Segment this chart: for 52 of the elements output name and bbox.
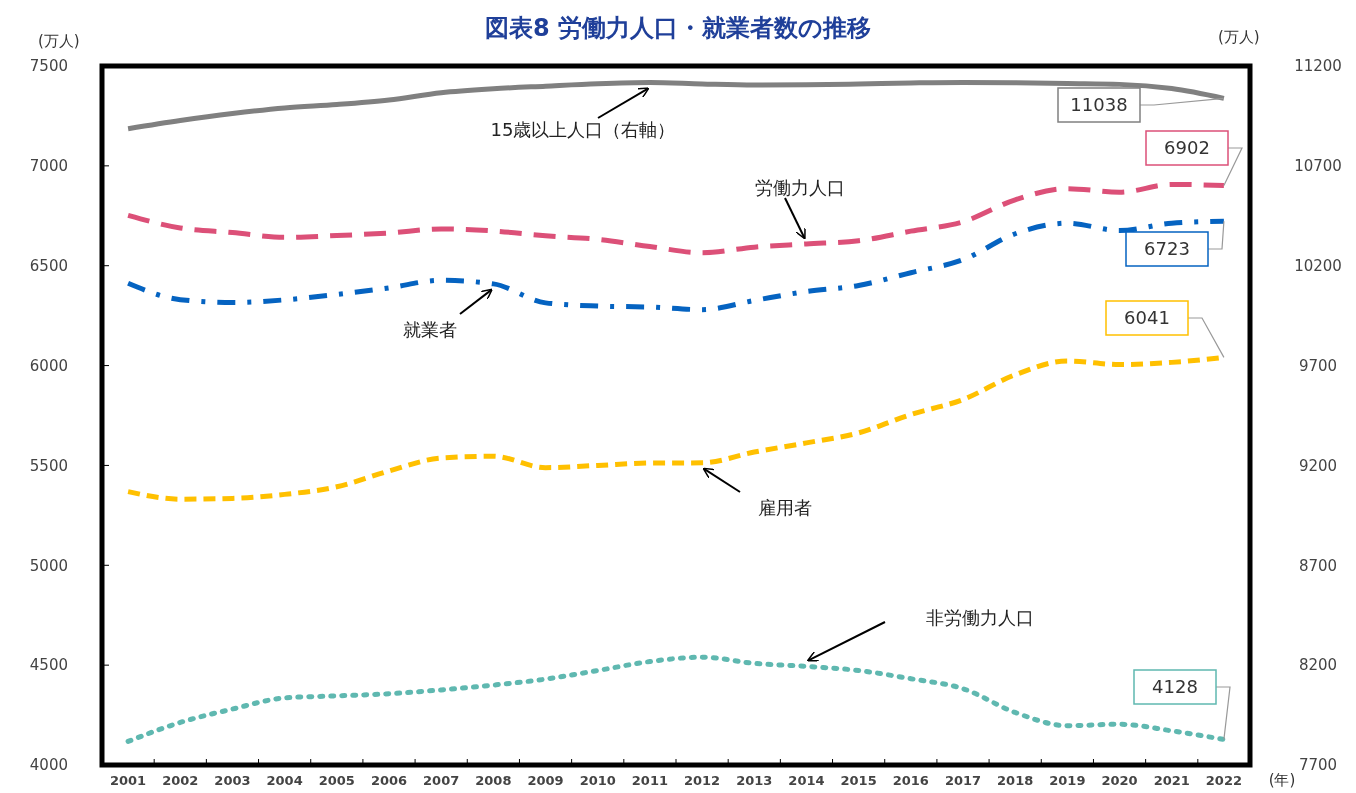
y2-tick-label: 11200	[1294, 57, 1342, 76]
x-tick-label: 2020	[1101, 773, 1138, 788]
y-tick-label: 6000	[29, 356, 68, 375]
y2-axis-title: (万人)	[1218, 28, 1260, 46]
text: 労働力人口	[755, 177, 845, 199]
y2-tick-label: 7700	[1298, 756, 1338, 775]
x-tick-label: 2013	[736, 773, 773, 788]
data-label: 6902	[1164, 137, 1210, 159]
y2-tick-label: 9700	[1298, 356, 1338, 375]
x-tick-label: 2015	[840, 773, 877, 788]
x-tick-label: 2017	[944, 773, 982, 788]
data-label: 4128	[1152, 676, 1198, 698]
y-tick-label: 5000	[29, 556, 68, 575]
x-tick-label: 2001	[110, 773, 147, 788]
x-tick-label: 2011	[631, 773, 668, 788]
x-tick-label: 2022	[1205, 773, 1242, 788]
x-tick-label: 2014	[788, 773, 825, 788]
x-tick-label: 2003	[214, 773, 251, 788]
series-label: 就業者	[403, 319, 457, 341]
y2-tick-label: 8700	[1298, 556, 1338, 575]
y-axis-title: (万人)	[38, 32, 80, 50]
x-tick-label: 2002	[162, 773, 199, 788]
chart-title: 図表8 労働力人口・就業者数の推移	[484, 14, 872, 42]
text: (年)	[1268, 771, 1296, 789]
x-tick-label: 2005	[318, 773, 355, 788]
x-tick-label: 2009	[527, 773, 564, 788]
data-label: 11038	[1070, 94, 1128, 116]
x-tick-label: 2016	[892, 773, 929, 788]
text: 雇用者	[758, 497, 812, 519]
x-tick-label: 2012	[684, 773, 721, 788]
x-tick-label: 2019	[1049, 773, 1086, 788]
y2-tick-label: 9200	[1298, 456, 1338, 475]
data-label: 6041	[1124, 307, 1170, 329]
y-tick-label: 6500	[29, 256, 68, 275]
y2-tick-label: 8200	[1298, 656, 1338, 675]
y-tick-label: 4000	[29, 756, 68, 775]
y-tick-label: 5500	[29, 456, 68, 475]
x-tick-label: 2021	[1153, 773, 1190, 788]
y2-tick-label: 10200	[1294, 256, 1342, 275]
x-tick-label: 2006	[370, 773, 408, 788]
x-tick-label: 2007	[423, 773, 460, 788]
x-tick-label: 2018	[997, 773, 1034, 788]
x-tick-label: 2010	[579, 773, 616, 788]
data-label: 6723	[1144, 238, 1190, 260]
series-label: 15歳以上人口（右軸）	[490, 119, 676, 141]
x-tick-label: 2008	[475, 773, 512, 788]
x-tick-label: 2004	[266, 773, 303, 788]
y-tick-label: 4500	[29, 656, 68, 675]
text: 非労働力人口	[926, 607, 1034, 629]
y2-tick-label: 10700	[1294, 157, 1342, 176]
y-tick-label: 7500	[29, 57, 68, 76]
y-tick-label: 7000	[29, 157, 68, 176]
